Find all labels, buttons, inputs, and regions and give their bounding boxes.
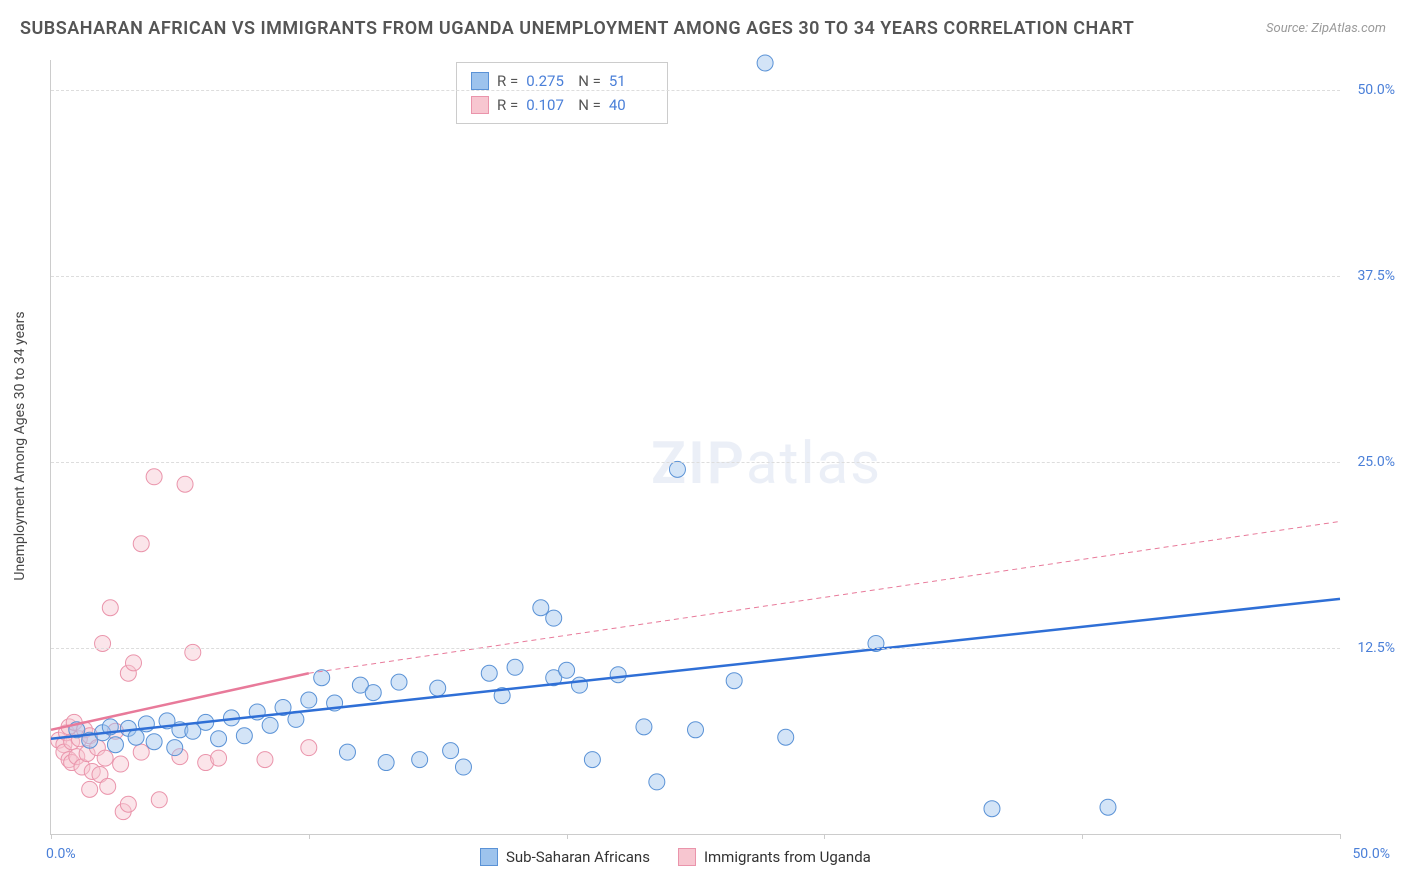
- chart-title: SUBSAHARAN AFRICAN VS IMMIGRANTS FROM UG…: [20, 18, 1134, 39]
- legend: Sub-Saharan Africans Immigrants from Uga…: [480, 848, 871, 866]
- legend-item-pink: Immigrants from Uganda: [678, 848, 871, 866]
- data-point: [636, 719, 652, 735]
- gridline: [51, 462, 1340, 463]
- data-point: [412, 752, 428, 768]
- trend-line: [309, 521, 1340, 673]
- swatch-blue: [471, 72, 489, 90]
- data-point: [391, 674, 407, 690]
- x-tick: [1340, 834, 1341, 839]
- y-tick-label: 37.5%: [1357, 268, 1395, 284]
- watermark: ZIPatlas: [651, 430, 882, 498]
- y-tick-label: 50.0%: [1357, 82, 1395, 98]
- data-point: [546, 610, 562, 626]
- data-point: [339, 744, 355, 760]
- data-point: [378, 755, 394, 771]
- data-point: [185, 644, 201, 660]
- gridline: [51, 648, 1340, 649]
- data-point: [97, 750, 113, 766]
- scatter-plot: [51, 60, 351, 210]
- data-point: [688, 722, 704, 738]
- data-point: [257, 752, 273, 768]
- data-point: [301, 740, 317, 756]
- x-tick: [51, 834, 52, 839]
- data-point: [133, 536, 149, 552]
- data-point: [236, 728, 252, 744]
- data-point: [82, 781, 98, 797]
- data-point: [726, 673, 742, 689]
- source-label: Source: ZipAtlas.com: [1266, 21, 1386, 36]
- data-point: [757, 55, 773, 71]
- trend-line: [51, 599, 1340, 739]
- data-point: [584, 752, 600, 768]
- data-point: [314, 670, 330, 686]
- data-point: [778, 729, 794, 745]
- data-point: [610, 667, 626, 683]
- gridline: [51, 90, 1340, 91]
- legend-label-blue: Sub-Saharan Africans: [506, 848, 650, 866]
- stats-box: R = 0.275 N = 51 R = 0.107 N = 40: [456, 62, 668, 124]
- y-tick-label: 12.5%: [1357, 640, 1395, 656]
- x-tick: [567, 834, 568, 839]
- legend-swatch-blue: [480, 848, 498, 866]
- data-point: [211, 731, 227, 747]
- data-point: [107, 737, 123, 753]
- data-point: [151, 792, 167, 808]
- data-point: [301, 692, 317, 708]
- data-point: [669, 461, 685, 477]
- data-point: [95, 635, 111, 651]
- data-point: [533, 600, 549, 616]
- data-point: [125, 655, 141, 671]
- data-point: [262, 717, 278, 733]
- legend-swatch-pink: [678, 848, 696, 866]
- data-point: [177, 476, 193, 492]
- data-point: [481, 665, 497, 681]
- data-point: [649, 774, 665, 790]
- data-point: [167, 740, 183, 756]
- data-point: [984, 801, 1000, 817]
- data-point: [559, 662, 575, 678]
- x-axis-end-label: 50.0%: [1352, 846, 1390, 862]
- x-tick: [309, 834, 310, 839]
- gridline: [51, 276, 1340, 277]
- x-tick: [1082, 834, 1083, 839]
- data-point: [430, 680, 446, 696]
- swatch-pink: [471, 96, 489, 114]
- data-point: [1100, 799, 1116, 815]
- data-point: [507, 659, 523, 675]
- data-point: [100, 778, 116, 794]
- data-point: [102, 600, 118, 616]
- data-point: [365, 685, 381, 701]
- y-axis-label: Unemployment Among Ages 30 to 34 years: [12, 311, 28, 580]
- x-axis-start-label: 0.0%: [46, 846, 76, 862]
- plot-area: ZIPatlas R = 0.275 N = 51 R = 0.107 N = …: [50, 60, 1340, 835]
- data-point: [128, 729, 144, 745]
- legend-label-pink: Immigrants from Uganda: [704, 848, 871, 866]
- y-tick-label: 25.0%: [1357, 454, 1395, 470]
- legend-item-blue: Sub-Saharan Africans: [480, 848, 650, 866]
- data-point: [113, 756, 129, 772]
- x-tick: [824, 834, 825, 839]
- data-point: [120, 796, 136, 812]
- data-point: [443, 743, 459, 759]
- data-point: [133, 744, 149, 760]
- data-point: [146, 734, 162, 750]
- data-point: [455, 759, 471, 775]
- data-point: [146, 469, 162, 485]
- data-point: [211, 750, 227, 766]
- chart-container: SUBSAHARAN AFRICAN VS IMMIGRANTS FROM UG…: [0, 0, 1406, 892]
- stats-row-pink: R = 0.107 N = 40: [471, 93, 653, 117]
- header: SUBSAHARAN AFRICAN VS IMMIGRANTS FROM UG…: [20, 18, 1386, 39]
